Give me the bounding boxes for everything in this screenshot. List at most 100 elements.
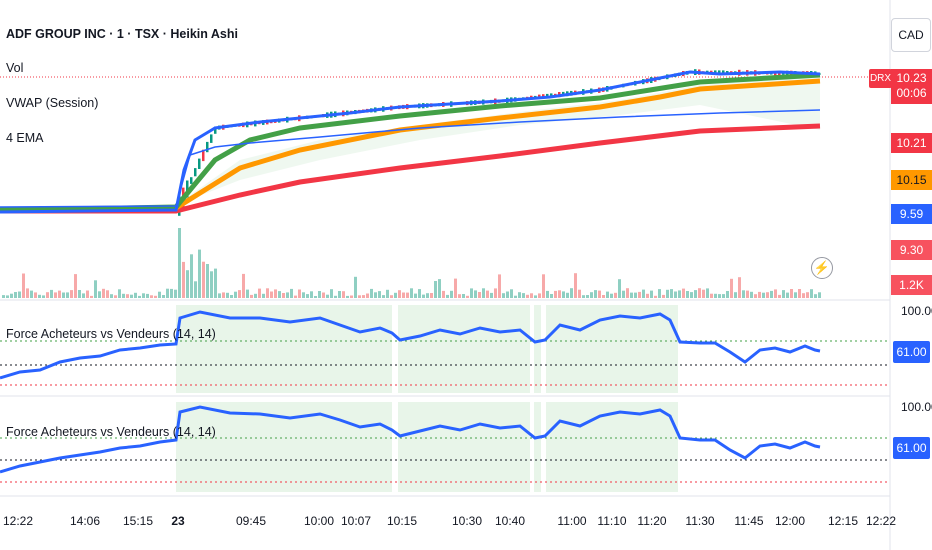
volume-bar bbox=[334, 295, 337, 298]
volume-bar bbox=[770, 290, 773, 298]
volume-bar bbox=[642, 289, 645, 298]
volume-bar bbox=[590, 292, 593, 298]
volume-bar bbox=[502, 293, 505, 298]
volume-bar bbox=[318, 291, 321, 298]
volume-bar bbox=[582, 295, 585, 298]
legend-volume[interactable]: Vol bbox=[6, 61, 24, 75]
volume-bar bbox=[310, 291, 313, 298]
legend-vwap[interactable]: VWAP (Session) bbox=[6, 96, 99, 110]
volume-bar bbox=[474, 290, 477, 298]
volume-bar bbox=[394, 292, 397, 298]
volume-bar bbox=[326, 294, 329, 298]
volume-bar bbox=[42, 295, 45, 298]
osc-zone bbox=[546, 305, 678, 393]
volume-bar bbox=[498, 274, 501, 298]
lightning-bolt-icon[interactable]: ⚡ bbox=[811, 257, 833, 279]
volume-bar bbox=[782, 290, 785, 298]
osc-zone bbox=[534, 402, 541, 492]
volume-bar bbox=[622, 290, 625, 298]
volume-bar bbox=[814, 294, 817, 298]
volume-bar bbox=[78, 290, 81, 298]
volume-bar bbox=[562, 291, 565, 298]
osc-zone bbox=[398, 402, 530, 492]
volume-bar bbox=[162, 295, 165, 298]
volume-bar bbox=[586, 295, 589, 298]
volume-bars-group bbox=[2, 228, 821, 298]
candle bbox=[214, 126, 217, 134]
volume-bar bbox=[570, 288, 573, 298]
volume-bar bbox=[242, 273, 245, 298]
volume-bar bbox=[726, 291, 729, 298]
oscillator-label-1[interactable]: Force Acheteurs vs Vendeurs (14, 14) bbox=[6, 327, 216, 341]
volume-bar bbox=[262, 293, 265, 298]
volume-bar bbox=[390, 295, 393, 298]
volume-bar bbox=[750, 291, 753, 298]
volume-bar bbox=[258, 288, 261, 298]
volume-bar bbox=[58, 290, 61, 298]
volume-bar bbox=[82, 293, 85, 298]
volume-bar bbox=[754, 294, 757, 298]
volume-bar bbox=[454, 278, 457, 298]
osc-value-tag-2: 61.00 bbox=[893, 437, 930, 459]
volume-bar bbox=[686, 291, 689, 298]
volume-bar bbox=[386, 289, 389, 298]
volume-bar bbox=[358, 295, 361, 298]
ema-green-line bbox=[0, 72, 821, 213]
volume-bar bbox=[462, 294, 465, 298]
time-tick: 11:30 bbox=[685, 514, 715, 528]
volume-bar bbox=[118, 289, 121, 298]
volume-bar bbox=[142, 293, 145, 298]
volume-bar bbox=[518, 292, 521, 298]
volume-bar bbox=[34, 292, 37, 298]
volume-bar bbox=[442, 290, 445, 298]
volume-bar bbox=[286, 292, 289, 298]
volume-bar bbox=[150, 295, 153, 298]
volume-bar bbox=[798, 289, 801, 298]
volume-bar bbox=[38, 294, 41, 298]
volume-bar bbox=[270, 291, 273, 298]
osc-scale-top-1: 100.00 bbox=[901, 304, 932, 318]
osc-zone bbox=[176, 402, 392, 492]
volume-bar bbox=[406, 292, 409, 298]
symbol-title[interactable]: ADF GROUP INC · 1 · TSX · Heikin Ashi bbox=[6, 27, 238, 41]
oscillator-label-2[interactable]: Force Acheteurs vs Vendeurs (14, 14) bbox=[6, 425, 216, 439]
volume-bar bbox=[630, 292, 633, 298]
volume-bar bbox=[706, 288, 709, 298]
volume-bar bbox=[226, 292, 229, 298]
candle bbox=[186, 180, 189, 198]
time-tick: 10:40 bbox=[494, 514, 526, 528]
volume-bar bbox=[758, 291, 761, 298]
volume-bar bbox=[738, 277, 741, 298]
volume-bar bbox=[678, 290, 681, 298]
volume-bar bbox=[574, 273, 577, 298]
volume-bar bbox=[578, 289, 581, 298]
volume-bar bbox=[70, 290, 73, 298]
volume-bar bbox=[230, 295, 233, 298]
volume-bar bbox=[50, 289, 53, 298]
volume-bar bbox=[10, 293, 13, 298]
time-tick: 12:22 bbox=[865, 514, 897, 528]
volume-bar bbox=[382, 295, 385, 298]
volume-bar bbox=[658, 289, 661, 298]
volume-bar bbox=[278, 291, 281, 298]
volume-bar bbox=[418, 289, 421, 298]
time-tick: 14:06 bbox=[69, 514, 101, 528]
volume-bar bbox=[638, 291, 641, 298]
candle bbox=[718, 70, 721, 75]
volume-bar bbox=[802, 293, 805, 298]
volume-bar bbox=[126, 294, 129, 298]
legend-ema[interactable]: 4 EMA bbox=[6, 131, 44, 145]
ema-orange-tag: 10.15 bbox=[891, 170, 932, 190]
volume-bar bbox=[294, 295, 297, 298]
volume-bar bbox=[530, 293, 533, 298]
volume-bar bbox=[138, 295, 141, 298]
currency-button[interactable]: CAD bbox=[891, 18, 931, 52]
volume-bar bbox=[206, 264, 209, 298]
oscillator-pane-2 bbox=[0, 402, 890, 492]
volume-bar bbox=[26, 288, 29, 298]
volume-bar bbox=[422, 294, 425, 298]
time-tick: 11:20 bbox=[637, 514, 667, 528]
volume-bar bbox=[186, 270, 189, 298]
volume-bar bbox=[654, 295, 657, 298]
